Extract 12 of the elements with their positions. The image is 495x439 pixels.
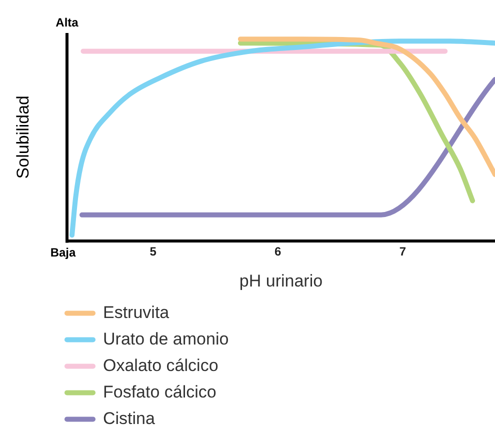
y-axis-title: Solubilidad [14,96,33,179]
text: Baja [50,246,76,260]
text: Alta [56,15,79,30]
x-axis-title: pH urinario [239,271,323,290]
x-tick-label: 7 [399,244,406,259]
legend-label: Oxalato cálcico [103,356,218,375]
legend-label: Fosfato cálcico [103,382,216,402]
x-tick-label: 6 [274,244,282,259]
legend-label: Estruvita [103,302,170,322]
legend-label: Urato de amonio [103,329,229,348]
x-tick-label: 5 [150,244,157,259]
legend-label: Cistina [103,408,156,428]
